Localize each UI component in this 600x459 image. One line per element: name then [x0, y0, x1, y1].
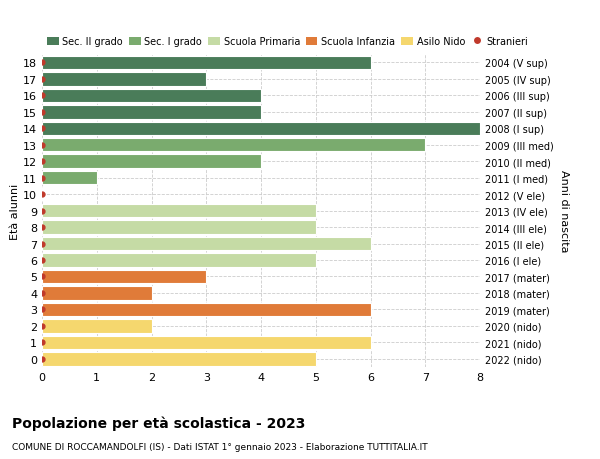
- Bar: [42, 204, 316, 218]
- Text: Popolazione per età scolastica - 2023: Popolazione per età scolastica - 2023: [12, 415, 305, 430]
- Y-axis label: Anni di nascita: Anni di nascita: [559, 170, 569, 252]
- Bar: [42, 270, 206, 284]
- Bar: [42, 122, 480, 136]
- Bar: [42, 56, 371, 70]
- Bar: [42, 73, 206, 86]
- Bar: [42, 352, 316, 366]
- Bar: [42, 286, 151, 300]
- Text: COMUNE DI ROCCAMANDOLFI (IS) - Dati ISTAT 1° gennaio 2023 - Elaborazione TUTTITA: COMUNE DI ROCCAMANDOLFI (IS) - Dati ISTA…: [12, 442, 428, 451]
- Legend: Sec. II grado, Sec. I grado, Scuola Primaria, Scuola Infanzia, Asilo Nido, Stran: Sec. II grado, Sec. I grado, Scuola Prim…: [47, 37, 528, 47]
- Bar: [42, 319, 151, 333]
- Bar: [42, 336, 371, 349]
- Bar: [42, 106, 261, 119]
- Bar: [42, 90, 261, 103]
- Bar: [42, 172, 97, 185]
- Bar: [42, 254, 316, 267]
- Y-axis label: Età alunni: Età alunni: [10, 183, 20, 239]
- Bar: [42, 155, 261, 168]
- Bar: [42, 303, 371, 316]
- Bar: [42, 139, 425, 152]
- Bar: [42, 221, 316, 234]
- Bar: [42, 237, 371, 251]
